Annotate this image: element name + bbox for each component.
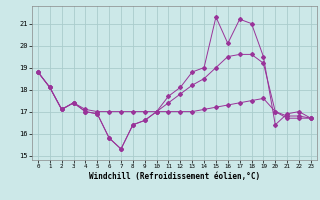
X-axis label: Windchill (Refroidissement éolien,°C): Windchill (Refroidissement éolien,°C) [89, 172, 260, 181]
